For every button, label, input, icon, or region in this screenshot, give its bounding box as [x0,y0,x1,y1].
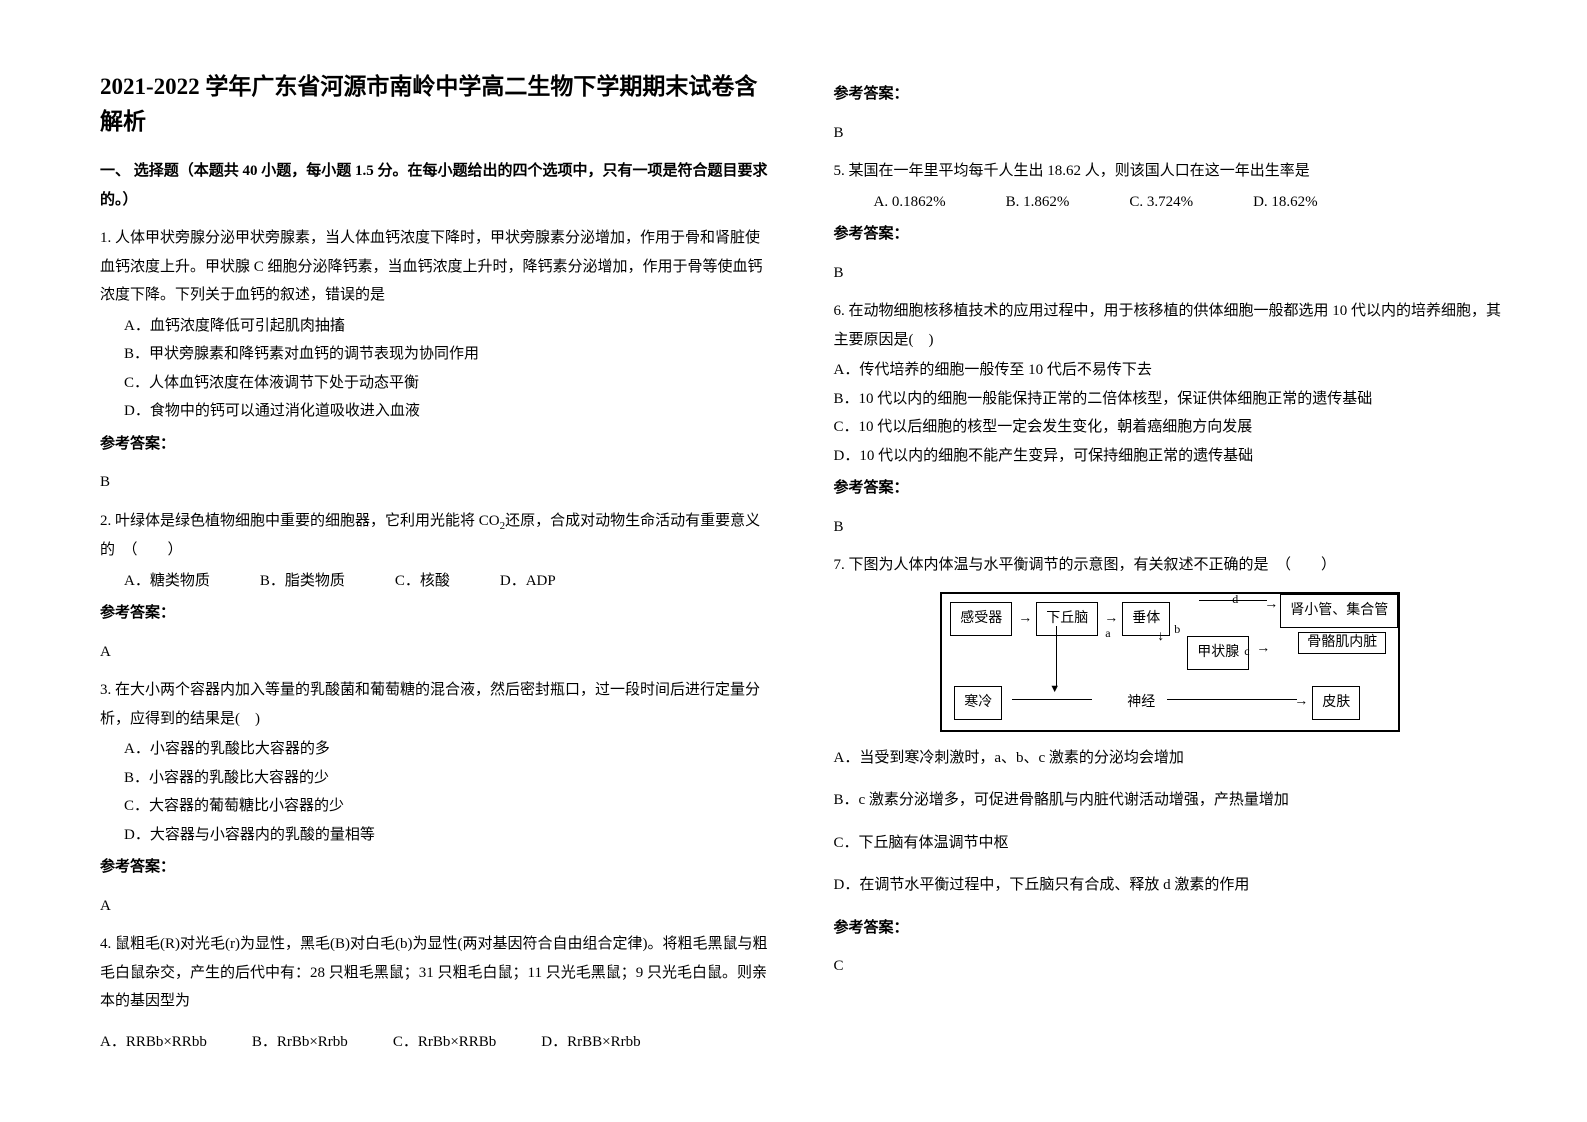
q6-optD: D．10 代以内的细胞不能产生变异，可保持细胞正常的遗传基础 [834,442,1508,471]
q7-optD: D．在调节水平衡过程中，下丘脑只有合成、释放 d 激素的作用 [834,871,1508,900]
q2-stem-p1: 2. 叶绿体是绿色植物细胞中重要的细胞器，它利用光能将 CO [100,513,500,529]
q5-answer: B [834,259,1508,288]
q3-optB: B．小容器的乳酸比大容器的少 [124,764,774,793]
q3-stem: 3. 在大小两个容器内加入等量的乳酸菌和葡萄糖的混合液，然后密封瓶口，过一段时间… [100,676,774,733]
q6-optB: B．10 代以内的细胞一般能保持正常的二倍体核型，保证供体细胞正常的遗传基础 [834,385,1508,414]
q2-stem: 2. 叶绿体是绿色植物细胞中重要的细胞器，它利用光能将 CO2还原，合成对动物生… [100,507,774,565]
q3-options: A．小容器的乳酸比大容器的多 B．小容器的乳酸比大容器的少 C．大容器的葡萄糖比… [124,735,774,849]
q3-optC: C．大容器的葡萄糖比小容器的少 [124,792,774,821]
q3-answer-label: 参考答案： [100,853,774,882]
q1-stem: 1. 人体甲状旁腺分泌甲状旁腺素，当人体血钙浓度下降时，甲状旁腺素分泌增加，作用… [100,224,774,310]
label-d: d [1232,588,1238,611]
diagram-box7: 皮肤 [1312,686,1360,721]
question-7: 7. 下图为人体内体温与水平衡调节的示意图，有关叙述不正确的是 （ ） 感受器 … [834,551,1508,981]
q2-optA: A．糖类物质 [124,567,210,596]
q3-optD: D．大容器与小容器内的乳酸的量相等 [124,821,774,850]
q5-options: A. 0.1862% B. 1.862% C. 3.724% D. 18.62% [874,188,1508,217]
q4-stem: 4. 鼠粗毛(R)对光毛(r)为显性，黑毛(B)对白毛(b)为显性(两对基因符合… [100,930,774,1016]
right-column: 参考答案： B 5. 某国在一年里平均每千人生出 18.62 人，则该国人口在这… [834,70,1508,1082]
arrow-icon: → [1018,606,1030,633]
q2-optB: B．脂类物质 [260,567,345,596]
q4-optB: B．RrBb×Rrbb [252,1028,348,1057]
q1-optC: C．人体血钙浓度在体液调节下处于动态平衡 [124,369,774,398]
question-4: 4. 鼠粗毛(R)对光毛(r)为显性，黑毛(B)对白毛(b)为显性(两对基因符合… [100,930,774,1056]
q4-optA: A．RRBb×RRbb [100,1028,207,1057]
q1-optD: D．食物中的钙可以通过消化道吸收进入血液 [124,397,774,426]
q4-options: A．RRBb×RRbb B．RrBb×Rrbb C．RrBb×RRBb D．Rr… [100,1028,774,1057]
q1-optA: A．血钙浓度降低可引起肌肉抽搐 [124,312,774,341]
question-1: 1. 人体甲状旁腺分泌甲状旁腺素，当人体血钙浓度下降时，甲状旁腺素分泌增加，作用… [100,224,774,497]
q5-optB: B. 1.862% [1006,188,1070,217]
section-header: 一、 选择题（本题共 40 小题，每小题 1.5 分。在每小题给出的四个选项中，… [100,157,774,214]
arrow-icon: ↓ [1157,624,1164,651]
q7-optA: A．当受到寒冷刺激时，a、b、c 激素的分泌均会增加 [834,744,1508,773]
q5-answer-label: 参考答案： [834,220,1508,249]
q2-optC: C．核酸 [395,567,450,596]
diagram-box1: 感受器 [950,602,1012,637]
q3-optA: A．小容器的乳酸比大容器的多 [124,735,774,764]
q7-diagram: 感受器 → 下丘脑 → 垂体 a d → 肾小管、集合管 b [940,592,1400,732]
q4-answer-label: 参考答案： [834,80,1508,109]
diagram-box8: 寒冷 [954,686,1002,721]
label-c: c [1244,640,1249,663]
q2-answer: A [100,638,774,667]
q4-answer: B [834,119,1508,148]
q1-answer-label: 参考答案： [100,430,774,459]
q1-answer: B [100,468,774,497]
diagram-box5: 肾小管、集合管 [1280,594,1398,629]
q1-optB: B．甲状旁腺素和降钙素对血钙的调节表现为协同作用 [124,340,774,369]
diagram-box4: 甲状腺 [1187,636,1249,671]
question-5: 5. 某国在一年里平均每千人生出 18.62 人，则该国人口在这一年出生率是 A… [834,157,1508,287]
q1-options: A．血钙浓度降低可引起肌肉抽搐 B．甲状旁腺素和降钙素对血钙的调节表现为协同作用… [124,312,774,426]
document-title: 2021-2022 学年广东省河源市南岭中学高二生物下学期期末试卷含解析 [100,70,774,139]
q5-optD: D. 18.62% [1253,188,1318,217]
q3-answer: A [100,892,774,921]
q7-optB: B．c 激素分泌增多，可促进骨骼肌与内脏代谢活动增强，产热量增加 [834,786,1508,815]
q7-answer: C [834,952,1508,981]
label-b: b [1174,618,1180,641]
q5-stem: 5. 某国在一年里平均每千人生出 18.62 人，则该国人口在这一年出生率是 [834,157,1508,186]
q5-optC: C. 3.724% [1129,188,1193,217]
q6-answer: B [834,513,1508,542]
question-6: 6. 在动物细胞核移植技术的应用过程中，用于核移植的供体细胞一般都选用 10 代… [834,297,1508,541]
question-2: 2. 叶绿体是绿色植物细胞中重要的细胞器，它利用光能将 CO2还原，合成对动物生… [100,507,774,667]
q4-optD: D．RrBB×Rrbb [541,1028,640,1057]
label-a: a [1105,622,1110,645]
page-container: 2021-2022 学年广东省河源市南岭中学高二生物下学期期末试卷含解析 一、 … [100,70,1507,1082]
arrow-icon: ▼ [1049,679,1060,700]
q6-optA: A．传代培养的细胞一般传至 10 代后不易传下去 [834,356,1508,385]
q2-answer-label: 参考答案： [100,599,774,628]
diagram-box2: 下丘脑 [1036,602,1098,637]
q2-optD: D．ADP [500,567,556,596]
left-column: 2021-2022 学年广东省河源市南岭中学高二生物下学期期末试卷含解析 一、 … [100,70,774,1082]
q2-options: A．糖类物质 B．脂类物质 C．核酸 D．ADP [124,567,774,596]
q7-stem: 7. 下图为人体内体温与水平衡调节的示意图，有关叙述不正确的是 （ ） [834,551,1508,580]
arrow-icon: → [1264,592,1276,619]
arrow-icon: → [1294,689,1306,716]
q6-answer-label: 参考答案： [834,474,1508,503]
q6-optC: C．10 代以后细胞的核型一定会发生变化，朝着癌细胞方向发展 [834,413,1508,442]
q7-optC: C．下丘脑有体温调节中枢 [834,829,1508,858]
q6-stem: 6. 在动物细胞核移植技术的应用过程中，用于核移植的供体细胞一般都选用 10 代… [834,297,1508,354]
q4-optC: C．RrBb×RRBb [393,1028,496,1057]
diagram-box6: 骨骼肌内脏 [1298,632,1386,655]
q5-optA: A. 0.1862% [874,188,946,217]
question-3: 3. 在大小两个容器内加入等量的乳酸菌和葡萄糖的混合液，然后密封瓶口，过一段时间… [100,676,774,920]
diagram-frame: 感受器 → 下丘脑 → 垂体 a d → 肾小管、集合管 b [940,592,1400,732]
diagram-box9: 神经 [1127,690,1155,717]
arrow-icon: → [1256,636,1268,663]
q7-answer-label: 参考答案： [834,914,1508,943]
